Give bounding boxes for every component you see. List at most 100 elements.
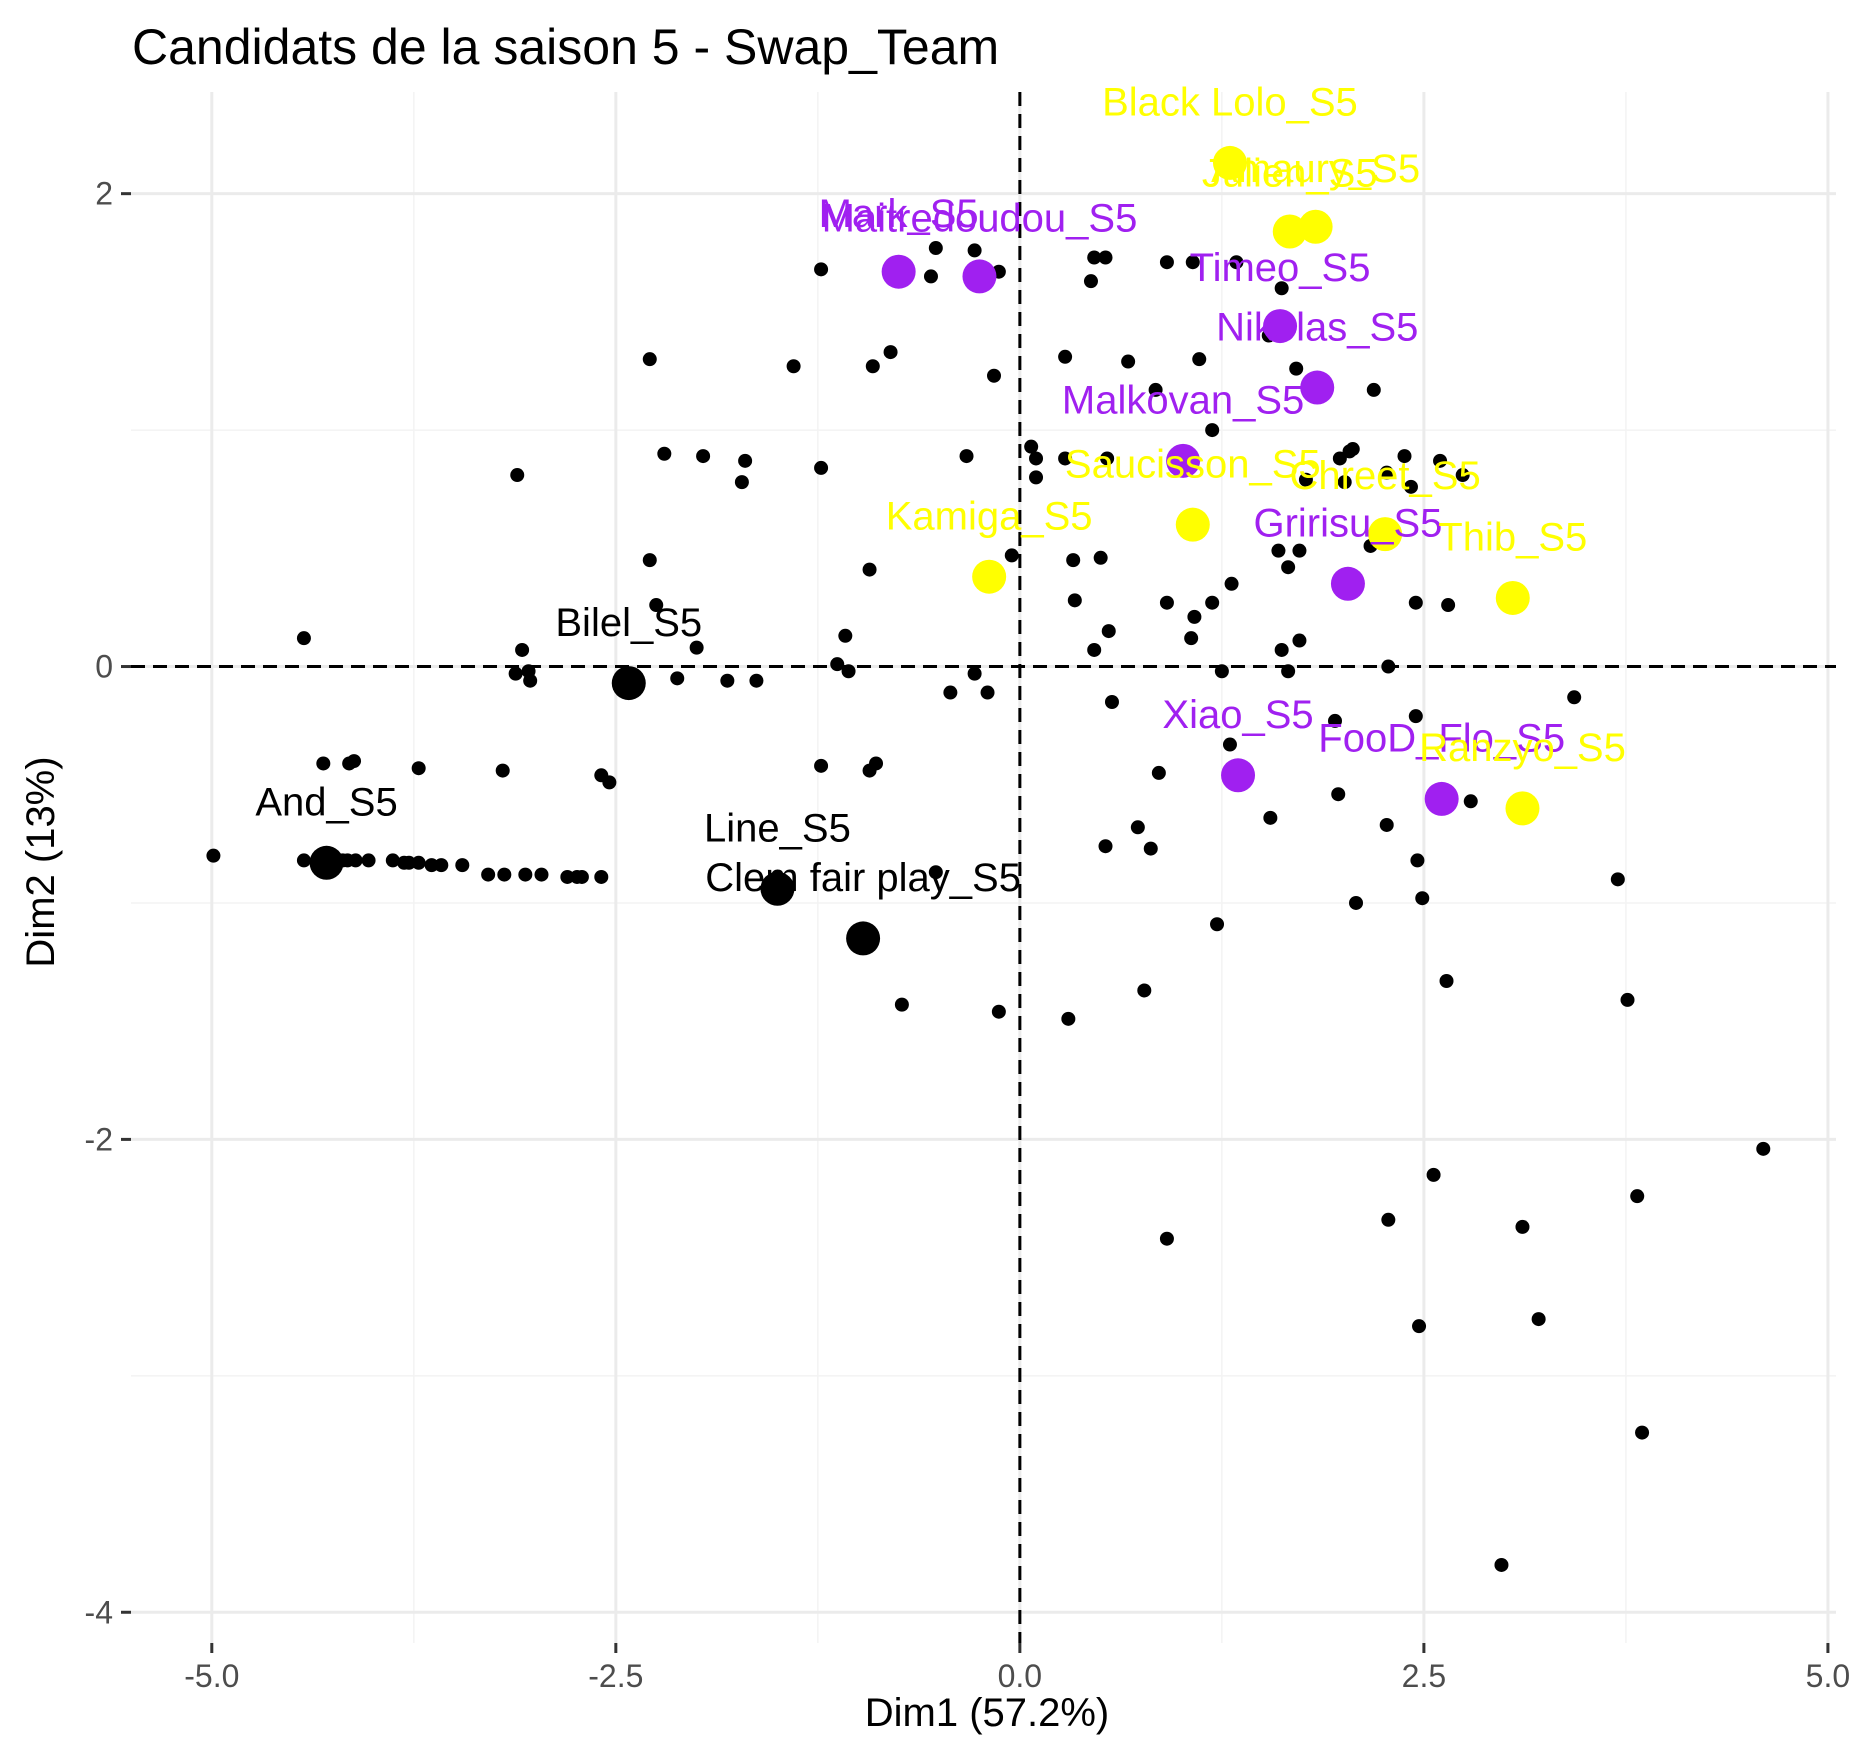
point-label: Line_S5: [704, 806, 851, 850]
data-point: [508, 666, 523, 681]
data-point: [1379, 465, 1394, 480]
highlighted-point: [1221, 758, 1256, 793]
data-point: [1381, 1212, 1396, 1227]
point-label: Kamiga_S5: [886, 494, 1093, 538]
point-label: Clem fair play_S5: [705, 856, 1021, 900]
data-point: [1439, 973, 1454, 988]
point-label: Maitredoudou_S5: [822, 196, 1138, 240]
highlighted-point: [1300, 370, 1335, 405]
data-point: [1397, 449, 1412, 464]
highlighted-point: [1330, 566, 1365, 601]
data-point: [1408, 595, 1423, 610]
point-label: Timeo_S5: [1190, 246, 1371, 290]
data-point: [1298, 472, 1313, 487]
highlighted-point: [760, 871, 795, 906]
data-point: [642, 553, 657, 568]
data-point: [594, 869, 609, 884]
data-point: [523, 673, 538, 688]
data-point: [1101, 624, 1116, 639]
data-point: [1004, 548, 1019, 563]
data-point: [959, 449, 974, 464]
data-point: [411, 761, 426, 776]
data-point: [347, 754, 362, 769]
x-tick-label: 5.0: [1806, 1658, 1849, 1694]
highlighted-point: [962, 259, 997, 294]
data-point: [1130, 820, 1145, 835]
data-point: [361, 853, 376, 868]
data-point: [1087, 250, 1102, 265]
data-point: [1292, 633, 1307, 648]
data-point: [814, 758, 829, 773]
highlighted-point: [1166, 443, 1201, 478]
highlighted-point: [1263, 309, 1298, 344]
data-point: [1087, 642, 1102, 657]
data-point: [534, 867, 549, 882]
highlighted-point: [1175, 507, 1210, 542]
data-point: [1567, 690, 1582, 705]
data-point: [401, 855, 416, 870]
data-point: [1185, 255, 1200, 270]
data-point: [1349, 895, 1364, 910]
data-point: [1494, 1557, 1509, 1572]
data-point: [1098, 839, 1113, 854]
point-label: Thib_S5: [1438, 516, 1587, 560]
y-axis-title: Dim2 (13%): [19, 756, 63, 967]
axes: -5.0 -2.5 0.0 2.5 5.0 -4 -2 0 2: [85, 176, 1849, 1694]
data-point: [1271, 543, 1286, 558]
data-point: [1205, 595, 1220, 610]
point-label: Ranzyo_S5: [1419, 726, 1626, 770]
data-point: [1143, 841, 1158, 856]
data-point: [814, 460, 829, 475]
data-point: [943, 685, 958, 700]
data-point: [696, 449, 711, 464]
data-point: [1337, 475, 1352, 490]
data-point: [1281, 560, 1296, 575]
data-point: [1410, 853, 1425, 868]
zero-lines: [131, 92, 1836, 1643]
data-point: [1274, 642, 1289, 657]
data-point: [838, 628, 853, 643]
data-point: [865, 359, 880, 374]
data-point: [206, 848, 221, 863]
data-point: [518, 867, 533, 882]
data-point: [1222, 737, 1237, 752]
highlighted-point: [611, 666, 646, 701]
highlighted-point: [1495, 580, 1530, 615]
data-point: [1403, 479, 1418, 494]
data-point: [670, 671, 685, 686]
data-point: [967, 243, 982, 258]
x-axis-title: Dim1 (57.2%): [865, 1691, 1110, 1735]
data-point: [560, 869, 575, 884]
data-point: [316, 756, 331, 771]
data-point: [1029, 451, 1044, 466]
data-points: [206, 241, 1771, 1572]
data-point: [1061, 1011, 1076, 1026]
data-point: [923, 269, 938, 284]
point-label: Amaury_S5: [1211, 147, 1420, 191]
y-tick-label: -2: [85, 1121, 113, 1157]
highlighted-point: [309, 845, 344, 880]
highlighted-point: [1505, 791, 1540, 826]
data-point: [1083, 274, 1098, 289]
highlighted-point: [1368, 517, 1403, 552]
data-point: [434, 858, 449, 873]
data-point: [841, 664, 856, 679]
data-point: [814, 262, 829, 277]
highlighted-point: [1298, 209, 1333, 244]
point-label: Bilel_S5: [555, 601, 702, 645]
data-point: [649, 598, 664, 613]
data-point: [1029, 470, 1044, 485]
data-point: [1379, 817, 1394, 832]
point-label: Mark_S5: [819, 192, 979, 236]
highlighted-point: [1212, 145, 1247, 180]
highlighted-point: [1272, 214, 1307, 249]
data-point: [1292, 543, 1307, 558]
data-point: [1415, 891, 1430, 906]
data-point: [1381, 659, 1396, 674]
data-point: [1229, 255, 1244, 270]
data-point: [1192, 352, 1207, 367]
data-point: [1531, 1312, 1546, 1327]
data-point: [1058, 349, 1073, 364]
data-point: [862, 562, 877, 577]
